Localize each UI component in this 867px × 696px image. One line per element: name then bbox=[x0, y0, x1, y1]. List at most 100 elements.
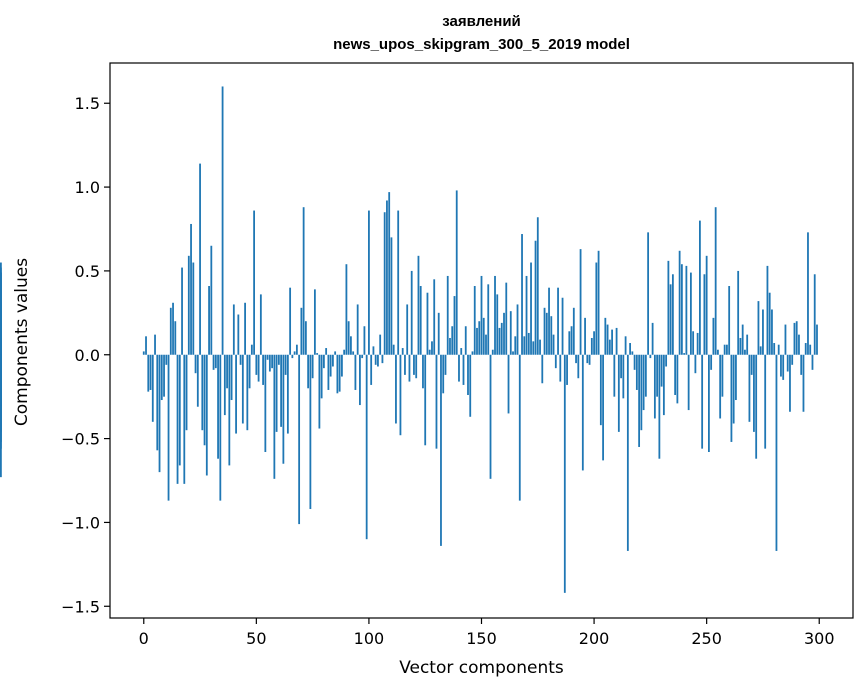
bar bbox=[782, 354, 785, 380]
bar bbox=[518, 354, 521, 501]
bar bbox=[241, 354, 244, 424]
bar bbox=[0, 354, 2, 375]
bar bbox=[793, 322, 796, 355]
bar bbox=[613, 354, 616, 397]
bar bbox=[248, 354, 251, 389]
bar bbox=[210, 245, 213, 355]
bar bbox=[284, 354, 287, 375]
bar bbox=[255, 354, 258, 375]
bar bbox=[671, 274, 674, 355]
bar bbox=[428, 349, 431, 355]
y-tick-label: −1.5 bbox=[61, 597, 100, 616]
bar bbox=[415, 354, 418, 379]
bar bbox=[512, 351, 514, 355]
bar bbox=[214, 354, 217, 369]
bar bbox=[696, 332, 699, 355]
bar bbox=[473, 286, 476, 355]
bar bbox=[145, 336, 147, 355]
bar bbox=[343, 349, 346, 355]
bar bbox=[491, 349, 494, 355]
bar bbox=[744, 349, 746, 355]
bar bbox=[386, 200, 388, 355]
bar bbox=[500, 322, 503, 355]
bar bbox=[753, 354, 755, 432]
y-tick-label: 0.5 bbox=[75, 262, 100, 281]
bar bbox=[653, 354, 656, 419]
bar bbox=[196, 354, 199, 407]
bar bbox=[503, 312, 505, 355]
bar bbox=[667, 260, 670, 355]
bar bbox=[644, 354, 647, 397]
bar bbox=[658, 354, 661, 459]
bar bbox=[154, 334, 156, 355]
bar bbox=[377, 354, 379, 367]
bar bbox=[239, 354, 242, 365]
bar bbox=[807, 232, 809, 355]
bar bbox=[498, 327, 501, 355]
bar bbox=[388, 192, 391, 355]
bar bbox=[232, 304, 235, 355]
bar bbox=[593, 331, 595, 355]
bar bbox=[442, 354, 445, 394]
bar bbox=[717, 349, 719, 355]
bar bbox=[739, 337, 742, 355]
bar bbox=[235, 354, 237, 434]
bar bbox=[446, 275, 449, 355]
bar bbox=[293, 351, 296, 355]
bar bbox=[680, 264, 683, 355]
bar bbox=[320, 354, 323, 399]
bar bbox=[187, 255, 190, 355]
bar bbox=[338, 354, 341, 392]
bar bbox=[467, 354, 469, 395]
y-tick-label: −0.5 bbox=[61, 430, 100, 449]
x-axis-label: Vector components bbox=[399, 658, 564, 678]
bar bbox=[395, 354, 397, 424]
bar bbox=[298, 354, 301, 525]
bar bbox=[347, 321, 350, 355]
bar bbox=[656, 354, 659, 397]
bar bbox=[273, 354, 276, 479]
bar bbox=[626, 354, 629, 551]
bar bbox=[304, 321, 307, 355]
bar bbox=[223, 354, 226, 416]
bar bbox=[194, 354, 197, 374]
bar bbox=[176, 354, 179, 484]
bar bbox=[768, 292, 771, 355]
bar bbox=[741, 324, 744, 355]
bar bbox=[712, 317, 715, 355]
bar bbox=[816, 324, 818, 355]
bar bbox=[268, 354, 271, 372]
bar bbox=[530, 262, 532, 355]
bar bbox=[539, 339, 541, 355]
bar bbox=[764, 354, 767, 449]
bar bbox=[156, 354, 159, 451]
bar bbox=[237, 314, 240, 355]
bar bbox=[217, 354, 219, 459]
bar bbox=[230, 354, 233, 401]
chart-title-model: news_upos_skipgram_300_5_2019 model bbox=[333, 36, 630, 53]
bar bbox=[581, 354, 584, 471]
bar bbox=[469, 354, 472, 417]
bar bbox=[631, 351, 634, 355]
bar bbox=[149, 354, 152, 390]
bar bbox=[354, 354, 357, 390]
bar bbox=[383, 212, 386, 355]
bar bbox=[620, 354, 622, 379]
bar bbox=[728, 286, 731, 355]
bar bbox=[678, 250, 681, 355]
bar bbox=[372, 346, 375, 355]
bar bbox=[496, 294, 499, 355]
bar bbox=[174, 321, 177, 355]
bar bbox=[811, 354, 814, 370]
bar bbox=[226, 354, 228, 389]
bar bbox=[410, 270, 413, 355]
bar bbox=[192, 262, 195, 355]
bar bbox=[660, 354, 663, 387]
bar bbox=[759, 346, 762, 355]
bar bbox=[568, 331, 571, 355]
x-tick-label: 0 bbox=[139, 629, 149, 648]
bar bbox=[476, 327, 478, 355]
bar bbox=[786, 354, 789, 372]
bar bbox=[527, 332, 530, 355]
